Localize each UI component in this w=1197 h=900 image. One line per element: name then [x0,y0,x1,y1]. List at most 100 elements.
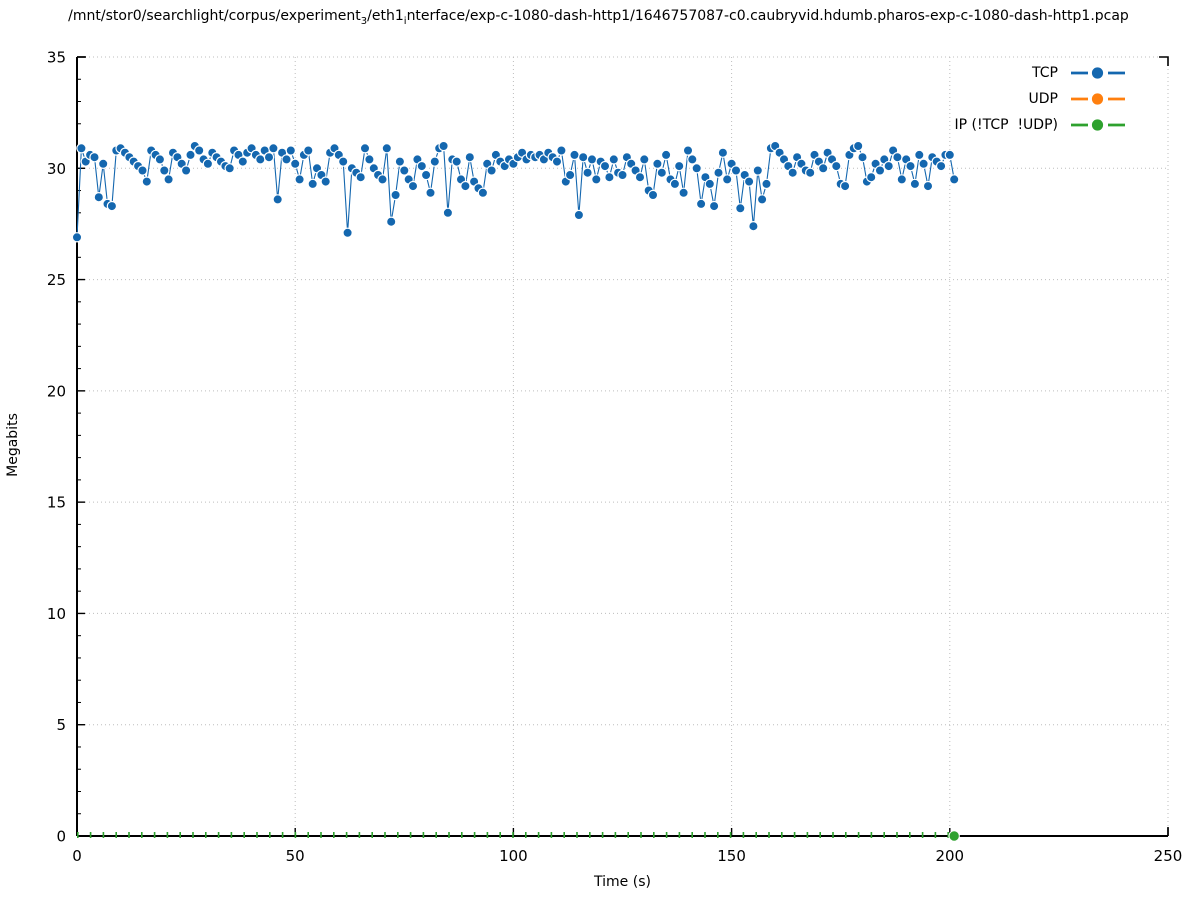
data-point-tcp [708,200,720,212]
data-point-tcp [551,156,563,167]
series-tcp-points [71,140,960,243]
data-point-tcp [935,160,947,172]
data-point-tcp [399,165,410,176]
data-point-tcp [464,151,475,163]
data-point-tcp [896,174,908,185]
data-point-tcp [756,194,768,205]
data-point-tcp [752,165,764,176]
data-point-tcp [608,154,620,165]
legend: TCP UDP IP (!TCP !UDP) [954,62,1125,135]
data-point-tcp [761,178,772,190]
title-part1: /mnt/stor0/searchlight/corpus/experiment [68,8,361,24]
data-point-tcp [818,163,829,174]
data-point-tcp [290,158,301,169]
data-point-tcp [342,227,353,238]
data-point-tcp [89,151,100,163]
data-point-tcp [268,143,279,154]
x-tick-label: 100 [499,847,528,865]
data-point-tcp [691,163,702,174]
data-point-tcp [442,207,454,218]
data-point-tcp [604,171,615,183]
data-point-tcp [416,160,427,172]
chart-title: /mnt/stor0/searchlight/corpus/experiment… [0,8,1197,27]
title-subscript-i: i [403,16,407,27]
legend-sample-line-dot [1071,92,1125,105]
data-point-tcp [185,149,196,161]
data-point-tcp [202,158,214,169]
data-point-tcp [949,174,960,185]
data-point-tcp [735,203,746,214]
x-tick-label: 250 [1154,847,1183,865]
data-point-tcp [922,180,934,192]
data-point-tcp [71,232,83,243]
data-point-tcp [853,140,864,152]
y-tick-label: 15 [47,494,66,512]
data-point-tcp [272,194,283,205]
data-point-tcp [617,169,628,181]
data-point-tcp [93,191,105,203]
data-point-tcp [647,189,659,201]
data-point-tcp [656,167,668,178]
data-point-tcp [883,160,894,172]
data-point-tcp [857,151,868,163]
legend-item-ip-tcp-udp: IP (!TCP !UDP) [954,114,1125,135]
legend-sample-line-dot [1071,66,1125,79]
data-point-tcp [713,167,724,178]
data-point-tcp [477,187,489,198]
data-point-tcp [237,156,248,167]
data-point-tcp [639,154,650,165]
data-point-tcp [669,178,681,190]
data-point-tcp [909,178,921,190]
data-point-tcp [425,187,436,198]
data-point-tcp [695,198,707,210]
x-tick-label: 200 [935,847,964,865]
data-point-tcp [263,151,275,163]
data-point-tcp [307,178,318,190]
data-point-tcp [285,145,296,156]
data-point-tcp [866,171,877,183]
y-tick-label: 10 [47,605,66,623]
data-point-tcp [438,140,449,152]
data-point-tcp [674,160,685,172]
data-point-tcp [163,174,174,185]
y-tick-label: 0 [56,828,66,846]
data-point-tcp [805,167,816,178]
data-point-tcp [918,158,929,169]
data-point-tcp [451,156,462,167]
data-point-tcp [892,151,903,163]
data-point-tcp [704,178,716,190]
data-point-tcp [97,158,109,169]
data-point-tcp [717,147,729,158]
y-tick-label: 5 [56,716,66,734]
x-tick-labels: 0 50 100 150 200 250 [72,847,1182,865]
data-point-tcp [106,200,118,212]
data-point-tcp [281,154,292,165]
legend-sample-line-dot [1071,118,1125,131]
series-ip-non-tcp-udp [77,830,960,842]
data-point-tcp [381,143,392,154]
data-point-tcp [573,209,585,221]
data-point-tcp [224,163,235,174]
data-point-tcp [660,149,672,161]
data-point-tcp [564,169,576,181]
legend-label: IP (!TCP !UDP) [954,116,1059,133]
data-point-tcp [682,145,694,156]
legend-item-udp: UDP [1029,88,1125,109]
data-point-tcp [137,165,148,176]
data-point-tcp [180,165,192,176]
axes [76,57,1168,837]
data-point-tcp [159,165,170,176]
title-subscript-3: 3 [360,16,368,27]
legend-label: UDP [1028,90,1058,107]
data-point-tcp [460,180,471,192]
data-point-tcp [556,145,567,156]
data-point-tcp [582,167,593,178]
data-point-tcp [787,167,798,178]
x-tick-label: 0 [72,847,82,865]
data-point-tcp [874,165,886,176]
data-point-tcp [364,154,375,165]
data-point-tcp [944,149,956,161]
data-point-tcp [320,176,331,187]
data-point-tcp [730,165,742,176]
